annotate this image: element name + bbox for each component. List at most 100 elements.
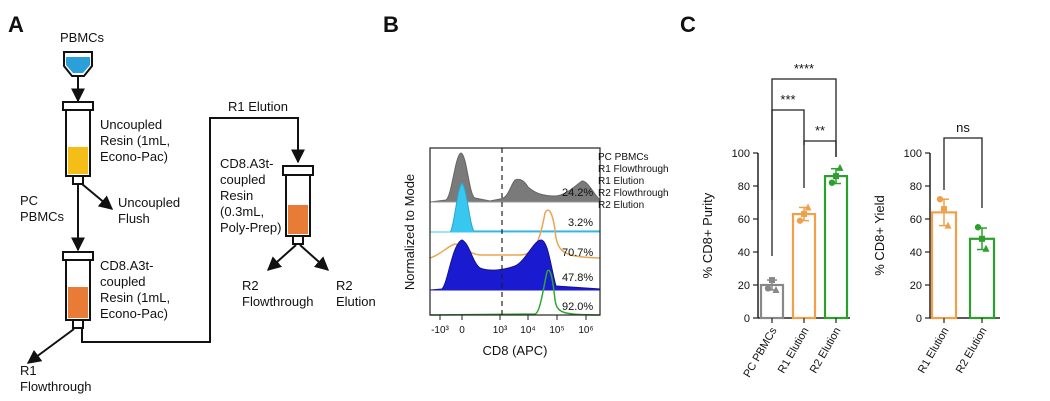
column-2-cd8-coupled (62, 251, 94, 329)
yield-y-tick-40: 40 (910, 247, 922, 259)
r1-elution-label: R1 Elution (228, 99, 288, 114)
purity-point-pc-pbmcs-1 (769, 277, 775, 284)
purity-significance-0: **** (794, 61, 814, 76)
purity-point-r2-elution-0 (828, 179, 836, 186)
purity-point-r1-elution-2 (804, 203, 812, 211)
yield-y-tick-0: 0 (916, 313, 922, 325)
purity-x-tick-r1-elution: R1 Elution (776, 326, 812, 376)
legend-pc-pbmcs: PC PBMCs (598, 152, 649, 163)
column-3-label: CD8.A3t- coupled Resin (0.3mL, Poly-Prep… (220, 156, 281, 235)
legend-r2-elution: R2 Elution (598, 200, 644, 211)
purity-point-pc-pbmcs-0 (764, 285, 772, 292)
purity-y-tick-40: 40 (738, 247, 750, 259)
purity-bracket-1 (771, 109, 805, 200)
legend-r1-elution: R1 Elution (598, 176, 644, 187)
purity-point-r2-elution-2 (836, 163, 844, 171)
column-2-resin (68, 287, 88, 318)
arrow-r2-flowthrough (266, 244, 297, 271)
panel-c-label: C (680, 12, 696, 37)
column-1-uncoupled (62, 101, 94, 185)
yield-y-tick-80: 80 (910, 181, 922, 193)
purity-bar-r2-elution (823, 175, 849, 320)
yield-point-r1-elution-2 (944, 221, 952, 229)
r2-flowthrough-label: R2 Flowthrough (242, 278, 314, 309)
histogram-x-ticks (439, 315, 587, 320)
legend-r1-flowthrough: R1 Flowthrough (598, 164, 669, 175)
percent-r2-flowthrough: 47.8% (562, 272, 593, 284)
chart-yield: 0 20 40 60 80 100 % CD8+ Yield R1 Elution R2 Elu… (872, 120, 1000, 375)
yield-point-r2-elution-0 (974, 224, 982, 231)
percent-pc-pbmcs: 24.2% (562, 187, 593, 199)
purity-y-tick-0: 0 (744, 313, 750, 325)
yield-significance-0: ns (956, 120, 970, 135)
column-2-label: CD8.A3t- coupled Resin (1mL, Econo-Pac) (100, 258, 174, 321)
yield-point-r2-elution-1 (979, 235, 985, 242)
pbmc-liquid (66, 57, 90, 73)
yield-x-tick-r1-elution: R1 Elution (916, 326, 952, 376)
purity-significance-1: *** (780, 92, 795, 107)
arrow-uncoupled-flush (81, 183, 114, 210)
histogram-r2-elution (429, 269, 601, 316)
purity-x-tick-r2-elution: R2 Elution (808, 326, 844, 376)
histogram-r1-flowthrough (430, 182, 601, 233)
histogram-legend: PC PBMCs R1 Flowthrough R1 Elution R2 Fl… (598, 152, 669, 211)
yield-point-r2-elution-2 (982, 244, 990, 252)
panel-b: B 24.2% 3.2% 70.7% 47.8% 92.0% -10³ 0 10… (383, 12, 669, 358)
column-3-poly-prep (282, 165, 314, 245)
arrow-r1-flowthrough (26, 328, 75, 364)
histogram-x-label: CD8 (APC) (482, 343, 547, 358)
yield-bracket-0 (943, 137, 983, 208)
purity-bar-r1-elution (791, 212, 817, 320)
panel-a-label: A (8, 12, 24, 37)
purity-significance-2: ** (815, 123, 825, 138)
r2-elution-label: R2 Elution (336, 278, 376, 309)
x-tick-1e5: 10⁵ (549, 325, 564, 336)
x-tick-neg1000: -10³ (431, 325, 449, 336)
purity-point-r2-elution-1 (833, 173, 839, 180)
pbmcs-label: PBMCs (60, 30, 105, 45)
yield-x-tick-r2-elution: R2 Elution (954, 326, 990, 376)
yield-y-label: % CD8+ Yield (872, 195, 887, 276)
pc-pbmcs-label: PC PBMCs (20, 193, 65, 224)
x-tick-1e6: 10⁶ (578, 325, 593, 336)
yield-bar-r1-elution (930, 211, 958, 320)
purity-point-pc-pbmcs-2 (772, 285, 780, 293)
legend-r2-flowthrough: R2 Flowthrough (598, 188, 669, 199)
yield-point-r1-elution-0 (936, 196, 944, 203)
yield-y-tick-100: 100 (904, 148, 922, 160)
purity-point-r1-elution-1 (801, 211, 807, 218)
purity-point-r1-elution-0 (796, 217, 804, 224)
uncoupled-flush-label: Uncoupled Flush (118, 195, 184, 226)
x-tick-1e3: 10³ (493, 325, 508, 336)
pbmc-funnel (63, 51, 93, 77)
r1-flowthrough-label: R1 Flowthrough (20, 363, 92, 394)
histogram-pc-pbmcs (429, 152, 601, 203)
panel-a: A PBMCs Uncoupled Resin (1mL, Econo-Pac)… (8, 12, 376, 394)
purity-y-tick-80: 80 (738, 181, 750, 193)
purity-bracket-2 (803, 140, 837, 188)
purity-y-tick-60: 60 (738, 214, 750, 226)
yield-point-r1-elution-1 (941, 206, 947, 213)
percent-r1-flowthrough: 3.2% (568, 217, 593, 229)
x-tick-1e4: 10⁴ (520, 325, 535, 336)
arrow-r2-elution (299, 244, 330, 271)
column-1-resin (68, 147, 88, 174)
yield-y-tick-60: 60 (910, 214, 922, 226)
yield-y-tick-20: 20 (910, 280, 922, 292)
column-3-resin (288, 205, 308, 234)
yield-bar-r2-elution (968, 237, 996, 320)
histogram-y-label: Normalized to Mode (402, 174, 417, 290)
histogram-frame (429, 147, 601, 316)
purity-x-tick-pc-pbmcs: PC PBMCs (741, 325, 779, 380)
column-1-label: Uncoupled Resin (1mL, Econo-Pac) (100, 117, 174, 164)
arrow-r1-elution (81, 117, 305, 343)
purity-y-tick-100: 100 (732, 148, 750, 160)
purity-y-tick-20: 20 (738, 280, 750, 292)
percent-r1-elution: 70.7% (562, 247, 593, 259)
x-tick-0: 0 (459, 325, 465, 336)
percent-r2-elution: 92.0% (562, 301, 593, 313)
panel-b-label: B (383, 12, 399, 37)
purity-y-label: % CD8+ Purity (700, 192, 715, 278)
